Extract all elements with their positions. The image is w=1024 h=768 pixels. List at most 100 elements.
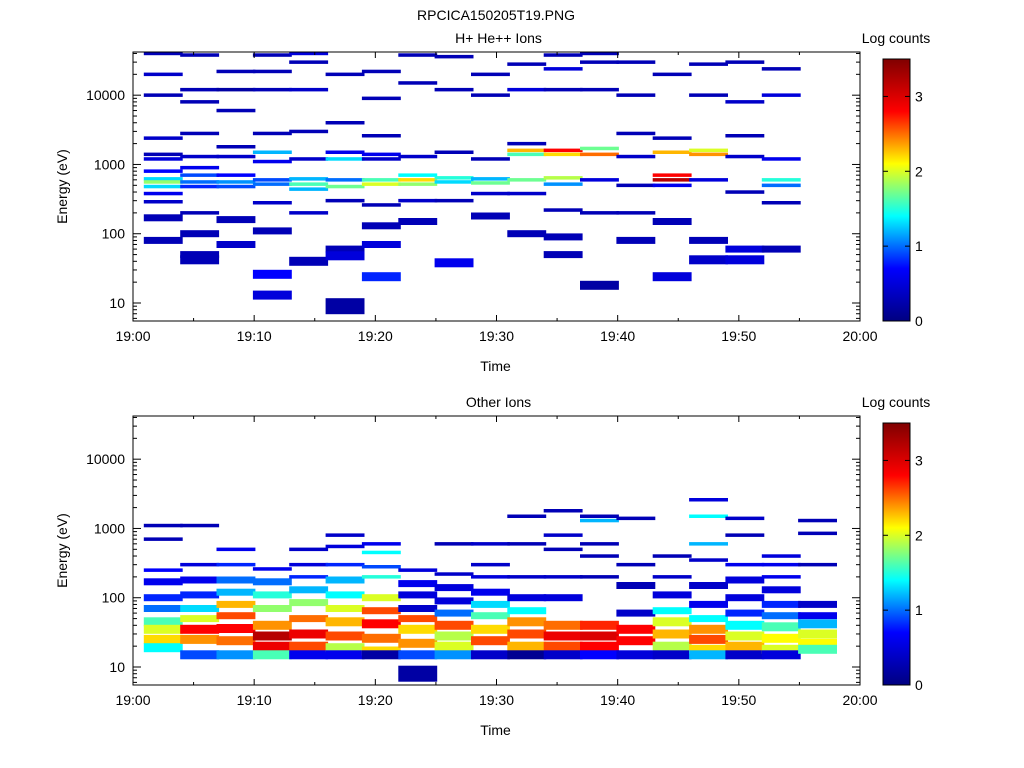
heatmap-cell xyxy=(507,148,547,153)
heatmap-cell xyxy=(216,562,256,567)
heatmap-cell xyxy=(761,612,801,620)
heatmap-cell xyxy=(507,607,547,615)
heatmap-cell xyxy=(252,69,292,74)
heatmap-cell xyxy=(761,600,801,608)
heatmap-cell xyxy=(434,572,474,576)
x-tick-label: 19:10 xyxy=(237,692,272,708)
heatmap-cell xyxy=(689,152,728,157)
heatmap-cell xyxy=(761,157,801,161)
heatmap-cell xyxy=(143,93,183,97)
heatmap-cell xyxy=(725,154,765,159)
heatmap-cell xyxy=(143,200,183,204)
heatmap-cell xyxy=(725,576,765,584)
y-axis-label: Energy (eV) xyxy=(54,513,70,588)
heatmap-cell xyxy=(580,51,619,56)
heatmap-cell xyxy=(325,605,365,612)
heatmap-cell xyxy=(616,609,656,617)
heatmap-cell xyxy=(652,173,692,177)
heatmap-cell xyxy=(471,542,510,546)
heatmap-cell xyxy=(434,650,474,660)
heatmap-cell xyxy=(761,650,801,660)
heatmap-cell xyxy=(289,60,329,64)
heatmap-cell xyxy=(398,624,438,634)
heatmap-cell xyxy=(180,251,220,259)
heatmap-cell xyxy=(325,617,365,627)
colorbar-label: Log counts xyxy=(862,30,931,46)
heatmap-cell xyxy=(434,631,474,641)
heatmap-cell xyxy=(689,514,728,518)
heatmap-cell xyxy=(507,230,547,238)
heatmap-cell xyxy=(725,650,765,660)
heatmap-cell xyxy=(580,542,619,546)
heatmap-cell xyxy=(216,69,256,74)
heatmap-cell xyxy=(216,108,256,113)
x-tick-label: 20:00 xyxy=(842,328,877,344)
heatmap-cell xyxy=(289,211,329,215)
heatmap-cell xyxy=(289,157,329,161)
heatmap-cell xyxy=(216,184,256,189)
heatmap-cell xyxy=(761,183,801,188)
heatmap-cell xyxy=(143,617,183,627)
heatmap-cell xyxy=(361,565,401,569)
heatmap-cell xyxy=(725,562,765,567)
heatmap-cell xyxy=(143,634,183,644)
heatmap-cell xyxy=(180,576,220,584)
heatmap-cell xyxy=(325,562,365,567)
heatmap-cell xyxy=(543,533,583,537)
heatmap-cell xyxy=(325,650,365,660)
heatmap-cell xyxy=(507,617,547,627)
heatmap-cell xyxy=(798,644,837,654)
heatmap-cell xyxy=(361,182,401,186)
heatmap-cell xyxy=(143,157,183,161)
heatmap-cell xyxy=(652,629,692,639)
heatmap-cell xyxy=(325,72,365,77)
heatmap-cell xyxy=(580,146,619,151)
y-axis-label: Energy (eV) xyxy=(54,149,70,224)
heatmap-cell xyxy=(398,182,438,186)
heatmap-cell xyxy=(725,100,765,104)
heatmap-cell xyxy=(543,87,583,92)
heatmap-cell xyxy=(652,272,692,282)
heatmap-cell xyxy=(180,100,220,104)
heatmap-cell xyxy=(652,178,692,182)
heatmap-cell xyxy=(398,650,438,660)
heatmap-cell xyxy=(398,178,438,182)
heatmap-cell xyxy=(398,615,438,623)
heatmap-cell xyxy=(761,245,801,253)
heatmap-cell xyxy=(143,214,183,222)
heatmap-cell xyxy=(798,531,837,536)
heatmap-cell xyxy=(616,183,656,188)
heatmap-cell xyxy=(652,641,692,651)
colorbar-tick-label: 1 xyxy=(915,238,923,254)
heatmap-cell xyxy=(543,182,583,186)
colorbar xyxy=(883,59,910,321)
heatmap-cell xyxy=(252,605,292,612)
heatmap-cell xyxy=(507,152,547,157)
heatmap-cell xyxy=(361,272,401,282)
heatmap-cell xyxy=(398,580,438,588)
heatmap-cell xyxy=(325,631,365,641)
heatmap-cell xyxy=(143,180,183,184)
heatmap-cell xyxy=(289,547,329,552)
heatmap-cell xyxy=(434,258,474,268)
panel-1: 19:00 19:10 19:20 19:30 19:40 19:50 20:0010100… xyxy=(54,30,930,374)
heatmap-cell xyxy=(616,562,656,567)
heatmap-cell xyxy=(398,154,438,159)
heatmap-cell xyxy=(289,650,329,660)
x-tick-label: 19:40 xyxy=(600,328,635,344)
heatmap-cell xyxy=(180,87,220,92)
heatmap-cell xyxy=(507,542,547,546)
y-tick-label: 100 xyxy=(102,226,126,242)
heatmap-cell xyxy=(180,230,220,238)
heatmap-cell xyxy=(725,533,765,537)
heatmap-cell xyxy=(398,638,438,648)
x-tick-label: 19:00 xyxy=(115,328,150,344)
heatmap-cell xyxy=(507,514,547,518)
x-tick-label: 19:50 xyxy=(721,692,756,708)
x-tick-label: 19:20 xyxy=(358,692,393,708)
heatmap-cell xyxy=(580,280,619,290)
heatmap-cell xyxy=(652,650,692,660)
colorbar-label: Log counts xyxy=(862,394,931,410)
heatmap-cell xyxy=(180,180,220,184)
